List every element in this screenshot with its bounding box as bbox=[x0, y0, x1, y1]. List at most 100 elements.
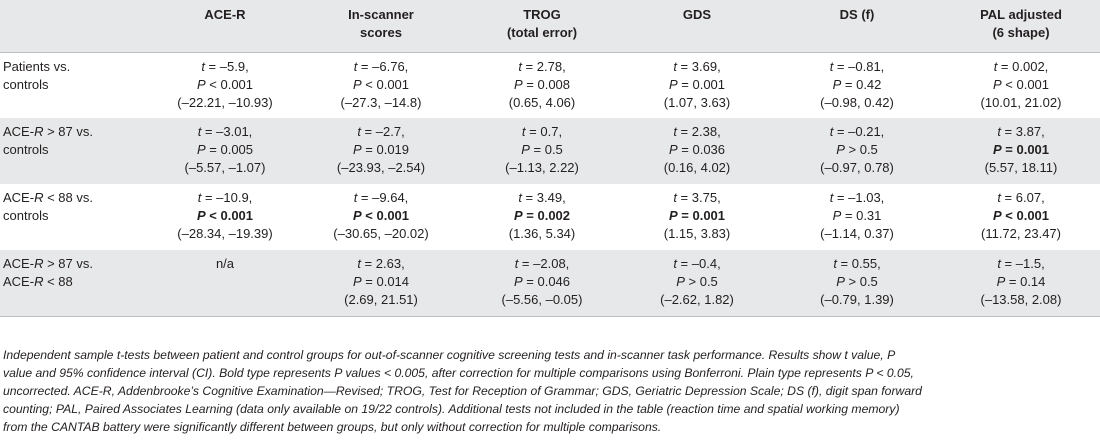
confidence-interval: (–23.93, –2.54) bbox=[336, 160, 426, 175]
confidence-interval: (10.01, 21.02) bbox=[980, 94, 1062, 110]
p-symbol: P bbox=[676, 274, 685, 289]
row-label-line: controls bbox=[3, 76, 49, 92]
column-header-label: (6 shape) bbox=[992, 25, 1050, 40]
confidence-interval: (–5.56, –0.05) bbox=[501, 292, 583, 307]
confidence-interval: (5.57, 18.11) bbox=[984, 160, 1058, 175]
row-label-italic: R bbox=[34, 256, 44, 271]
p-symbol: P bbox=[996, 274, 1006, 289]
p-symbol: P bbox=[992, 76, 1002, 92]
p-operator: = bbox=[681, 142, 689, 157]
t-value: 3.87, bbox=[1015, 124, 1045, 139]
p-value-line: P = 0.42 bbox=[776, 76, 938, 94]
p-value: 0.001 bbox=[692, 76, 726, 92]
t-symbol: t bbox=[514, 256, 519, 271]
p-value: 0.001 bbox=[220, 76, 254, 92]
p-value: 0.001 bbox=[376, 76, 410, 92]
confidence-interval: (1.07, 3.63) bbox=[663, 94, 731, 110]
stat-cell: n/a bbox=[150, 250, 300, 316]
t-value: –6.76, bbox=[372, 58, 409, 74]
t-value-line: t = –1.5, bbox=[997, 256, 1045, 271]
row-label: ACE-R > 87 vs. controls bbox=[0, 118, 150, 184]
p-value-line: P = 0.5 bbox=[466, 141, 618, 159]
t-value: 0.002, bbox=[1012, 58, 1049, 74]
confidence-interval: (–5.57, –1.07) bbox=[184, 160, 266, 175]
stat-cell: t = 2.38, P = 0.036 (0.16, 4.02) bbox=[622, 118, 772, 184]
confidence-interval: (0.16, 4.02) bbox=[663, 160, 731, 175]
p-operator: < bbox=[1005, 208, 1013, 223]
p-operator: > bbox=[688, 274, 697, 289]
p-operator: < bbox=[365, 208, 373, 223]
column-header: GDS bbox=[622, 0, 772, 52]
p-value: 0.014 bbox=[376, 274, 410, 289]
t-value: 2.78, bbox=[536, 58, 566, 74]
p-symbol: P bbox=[352, 76, 362, 92]
p-symbol: P bbox=[513, 76, 523, 92]
p-operator: < bbox=[365, 76, 373, 92]
t-symbol: t bbox=[673, 256, 677, 271]
confidence-interval: (–2.62, 1.82) bbox=[660, 292, 734, 307]
p-value-line: P = 0.002 bbox=[466, 207, 618, 225]
p-symbol: P bbox=[513, 208, 523, 223]
p-symbol: P bbox=[836, 274, 845, 289]
p-operator: = bbox=[526, 274, 534, 289]
caption-line: counting; PAL, Paired Associates Learnin… bbox=[3, 402, 900, 416]
p-operator: = bbox=[365, 274, 373, 289]
t-symbol: t bbox=[357, 124, 361, 139]
column-header: DS (f) bbox=[772, 0, 942, 52]
table-caption: Independent sample t-tests between patie… bbox=[3, 346, 1097, 436]
confidence-interval: (–22.21, –10.93) bbox=[177, 94, 273, 110]
stat-cell: t = 0.7, P = 0.5 (–1.13, 2.22) bbox=[462, 118, 622, 184]
p-value: 0.001 bbox=[376, 208, 410, 223]
row-label-text: ACE- bbox=[3, 190, 35, 205]
row-label: Patients vs. controls bbox=[0, 52, 150, 118]
p-value-line: P < 0.001 bbox=[946, 76, 1096, 94]
stat-cell: t = 3.87, P = 0.001 (5.57, 18.11) bbox=[942, 118, 1100, 184]
statistics-table: ACE-R In-scanner scores TROG (total error) GD… bbox=[0, 0, 1100, 316]
p-symbol: P bbox=[992, 142, 1002, 157]
t-symbol: t bbox=[829, 58, 834, 74]
p-value-line: P < 0.001 bbox=[946, 207, 1096, 225]
caption-line: from the CANTAB battery were significant… bbox=[3, 420, 662, 434]
p-value-line: P = 0.001 bbox=[946, 141, 1096, 159]
stat-cell: t = –2.08, P = 0.046 (–5.56, –0.05) bbox=[462, 250, 622, 316]
t-value: –0.21, bbox=[848, 124, 885, 139]
p-value: 0.5 bbox=[859, 142, 878, 157]
confidence-interval: (11.72, 23.47) bbox=[981, 226, 1061, 241]
t-value-line: t = 3.87, bbox=[997, 124, 1045, 139]
p-value-line: P = 0.036 bbox=[626, 141, 768, 159]
p-symbol: P bbox=[352, 208, 362, 223]
p-value: 0.001 bbox=[1016, 142, 1050, 157]
confidence-interval: (0.65, 4.06) bbox=[508, 94, 576, 110]
stat-cell: t = –3.01, P = 0.005 (–5.57, –1.07) bbox=[150, 118, 300, 184]
column-header: PAL adjusted (6 shape) bbox=[942, 0, 1100, 52]
p-operator: = bbox=[681, 76, 689, 92]
t-value: –5.9, bbox=[219, 58, 249, 74]
p-value: 0.14 bbox=[1020, 274, 1046, 289]
stat-cell: t = 3.49, P = 0.002 (1.36, 5.34) bbox=[462, 184, 622, 250]
p-value-line: P < 0.001 bbox=[154, 76, 296, 94]
t-value-line: t = 6.07, bbox=[997, 190, 1045, 205]
row-label-line: controls bbox=[3, 141, 146, 159]
t-symbol: t bbox=[993, 58, 998, 74]
column-header-label: (total error) bbox=[506, 25, 578, 40]
p-value-line: P = 0.019 bbox=[304, 141, 458, 159]
stat-cell: t = –9.64, P < 0.001 (–30.65, –20.02) bbox=[300, 184, 462, 250]
t-symbol: t bbox=[833, 256, 837, 271]
stat-cell: t = 6.07, P < 0.001 (11.72, 23.47) bbox=[942, 184, 1100, 250]
t-value-line: t = 3.49, bbox=[518, 190, 566, 205]
t-symbol: t bbox=[201, 58, 205, 74]
column-header: ACE-R bbox=[150, 0, 300, 52]
t-value: 3.49, bbox=[536, 190, 566, 205]
p-value: 0.008 bbox=[537, 76, 571, 92]
row-label-italic: R bbox=[34, 124, 44, 139]
p-value-line: P = 0.001 bbox=[626, 207, 768, 225]
table-row: Patients vs. controls t = –5.9, P < 0.001 (–… bbox=[0, 52, 1100, 118]
t-value-line: t = –6.76, bbox=[353, 58, 409, 74]
t-value: 0.7, bbox=[540, 124, 563, 139]
header-empty bbox=[0, 0, 150, 52]
p-operator: < bbox=[209, 208, 217, 223]
stat-cell: t = 0.55, P > 0.5 (–0.79, 1.39) bbox=[772, 250, 942, 316]
p-symbol: P bbox=[832, 208, 842, 223]
t-symbol: t bbox=[829, 190, 834, 205]
p-symbol: P bbox=[352, 142, 362, 157]
